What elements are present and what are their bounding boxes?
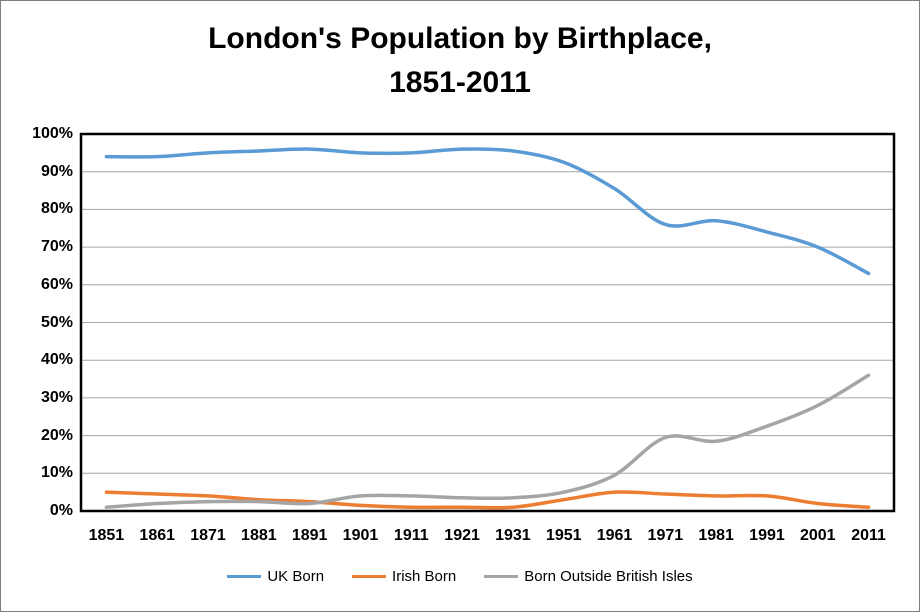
x-axis-label: 1961 xyxy=(596,527,633,544)
legend-item-born-outside-british-isles: Born Outside British Isles xyxy=(484,568,693,585)
x-axis-label: 2001 xyxy=(799,527,836,544)
series-line-uk-born xyxy=(104,147,871,276)
x-axis-label: 2011 xyxy=(851,527,886,544)
y-axis-label: 80% xyxy=(40,200,73,218)
y-axis-label: 20% xyxy=(40,426,73,444)
y-axis-label: 10% xyxy=(40,464,73,482)
x-axis-label: 1881 xyxy=(241,527,277,544)
legend-line-sample-born-outside-british-isles xyxy=(484,575,519,578)
legend: UK Born Irish Born Born Outside British Is… xyxy=(1,568,919,585)
series-line-born-outside-british-isles xyxy=(104,373,871,509)
x-axis-label: 1951 xyxy=(545,527,582,544)
series-line-irish-born xyxy=(104,490,871,510)
y-axis-label: 70% xyxy=(40,238,73,256)
plot-area xyxy=(79,132,896,513)
y-axis-label: 40% xyxy=(40,351,73,369)
legend-line-sample-uk-born xyxy=(227,575,262,578)
x-axis-label: 1901 xyxy=(342,527,379,544)
y-axis-label: 100% xyxy=(32,125,73,142)
x-axis-label: 1981 xyxy=(698,527,734,544)
legend-item-uk-born: UK Born xyxy=(227,568,324,585)
x-axis-label: 1861 xyxy=(139,527,176,544)
chart-title-block: London's Population by Birthplace, 1851-… xyxy=(1,17,919,105)
chart-subtitle: 1851-2011 xyxy=(389,66,531,99)
legend-line-sample-irish-born xyxy=(352,575,387,578)
x-axis-label: 1911 xyxy=(393,527,429,544)
y-axis-label: 0% xyxy=(49,502,73,519)
legend-label: UK Born xyxy=(267,568,325,585)
y-axis-label: 60% xyxy=(40,275,73,293)
legend-item-irish-born: Irish Born xyxy=(352,568,456,585)
x-axis-label: 1891 xyxy=(291,527,328,544)
chart-title: London's Population by Birthplace, xyxy=(208,22,712,55)
x-axis-label: 1871 xyxy=(190,527,226,544)
x-axis-label: 1851 xyxy=(88,527,125,544)
legend-label: Born Outside British Isles xyxy=(524,568,693,585)
x-axis-label: 1991 xyxy=(749,527,785,544)
y-axis-label: 90% xyxy=(40,162,73,180)
x-axis-label: 1931 xyxy=(495,527,531,544)
y-axis-label: 50% xyxy=(40,313,73,331)
plot-border xyxy=(79,132,896,513)
x-axis-label: 1971 xyxy=(647,527,684,544)
legend-label: Irish Born xyxy=(392,568,457,585)
y-axis-label: 30% xyxy=(40,388,73,406)
x-axis-label: 1921 xyxy=(444,527,480,544)
